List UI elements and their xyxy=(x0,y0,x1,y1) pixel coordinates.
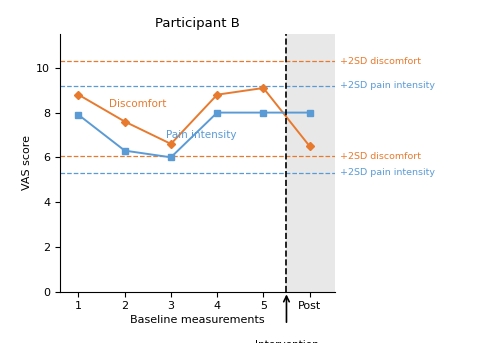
Title: Participant B: Participant B xyxy=(155,17,240,31)
Text: +2SD pain intensity: +2SD pain intensity xyxy=(340,168,435,177)
Text: Discomfort: Discomfort xyxy=(108,99,166,109)
Text: Pain intensity: Pain intensity xyxy=(166,130,237,140)
Text: +2SD discomfort: +2SD discomfort xyxy=(340,57,421,66)
Text: +2SD discomfort: +2SD discomfort xyxy=(340,152,421,161)
Text: +2SD pain intensity: +2SD pain intensity xyxy=(340,81,435,90)
Text: Intervention: Intervention xyxy=(254,340,318,343)
X-axis label: Baseline measurements: Baseline measurements xyxy=(130,316,265,326)
Bar xyxy=(286,34,335,292)
Y-axis label: VAS score: VAS score xyxy=(22,135,32,190)
